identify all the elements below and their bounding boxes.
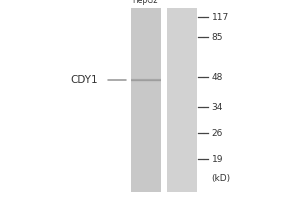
Text: 117: 117 <box>212 12 229 21</box>
Text: 19: 19 <box>212 154 223 164</box>
Text: 85: 85 <box>212 32 223 42</box>
Text: CDY1: CDY1 <box>70 75 98 85</box>
Text: 34: 34 <box>212 102 223 112</box>
Text: 48: 48 <box>212 72 223 82</box>
Text: HepG2: HepG2 <box>133 0 158 5</box>
Text: (kD): (kD) <box>212 174 231 184</box>
Text: 26: 26 <box>212 129 223 138</box>
Bar <box>130 8 160 192</box>
Bar <box>167 8 197 192</box>
